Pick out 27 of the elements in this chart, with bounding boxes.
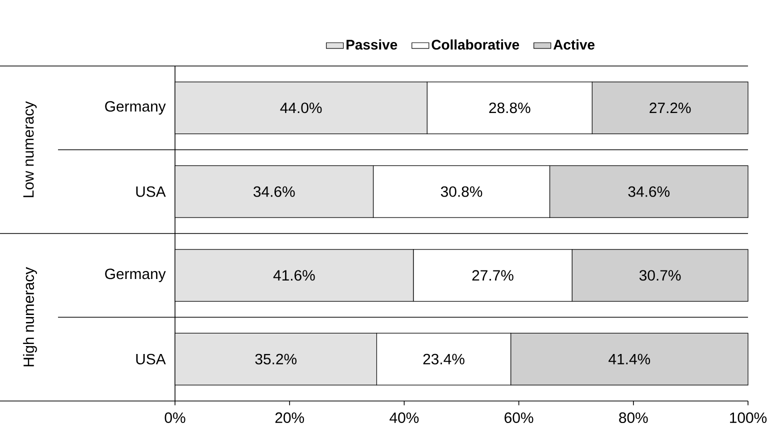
y-tick-label: Germany xyxy=(105,101,166,115)
y-tick-label: USA xyxy=(136,186,166,197)
y-tick-label: Germany xyxy=(105,268,166,282)
data-label: 27.2% xyxy=(650,102,691,114)
x-tick-label: 40% xyxy=(390,412,419,423)
text: Low numeracy xyxy=(23,101,37,198)
data-label: 30.7% xyxy=(639,270,681,281)
x-tick-label: 20% xyxy=(275,412,304,423)
x-tick-label: 0% xyxy=(164,412,186,423)
legend-label: Active xyxy=(553,39,595,50)
x-tick-label: 60% xyxy=(504,412,534,423)
data-label: 34.6% xyxy=(254,186,295,197)
data-label: 30.8% xyxy=(440,186,482,197)
x-tick-label: 80% xyxy=(619,412,648,423)
data-label: 44.0% xyxy=(280,102,322,114)
data-label: 28.8% xyxy=(489,102,530,114)
data-label: 41.6% xyxy=(273,270,315,281)
y-tick-label: USA xyxy=(136,354,166,364)
data-label: 41.4% xyxy=(608,354,650,364)
data-label: 34.6% xyxy=(628,186,670,197)
x-tick-label: 100% xyxy=(730,412,767,423)
data-label: 23.4% xyxy=(423,354,464,364)
legend-label: Collaborative xyxy=(432,39,520,50)
text: High numeracy xyxy=(23,267,37,366)
data-label: 35.2% xyxy=(255,354,296,364)
data-label: 27.7% xyxy=(472,270,514,281)
legend-label: Passive xyxy=(346,39,398,50)
